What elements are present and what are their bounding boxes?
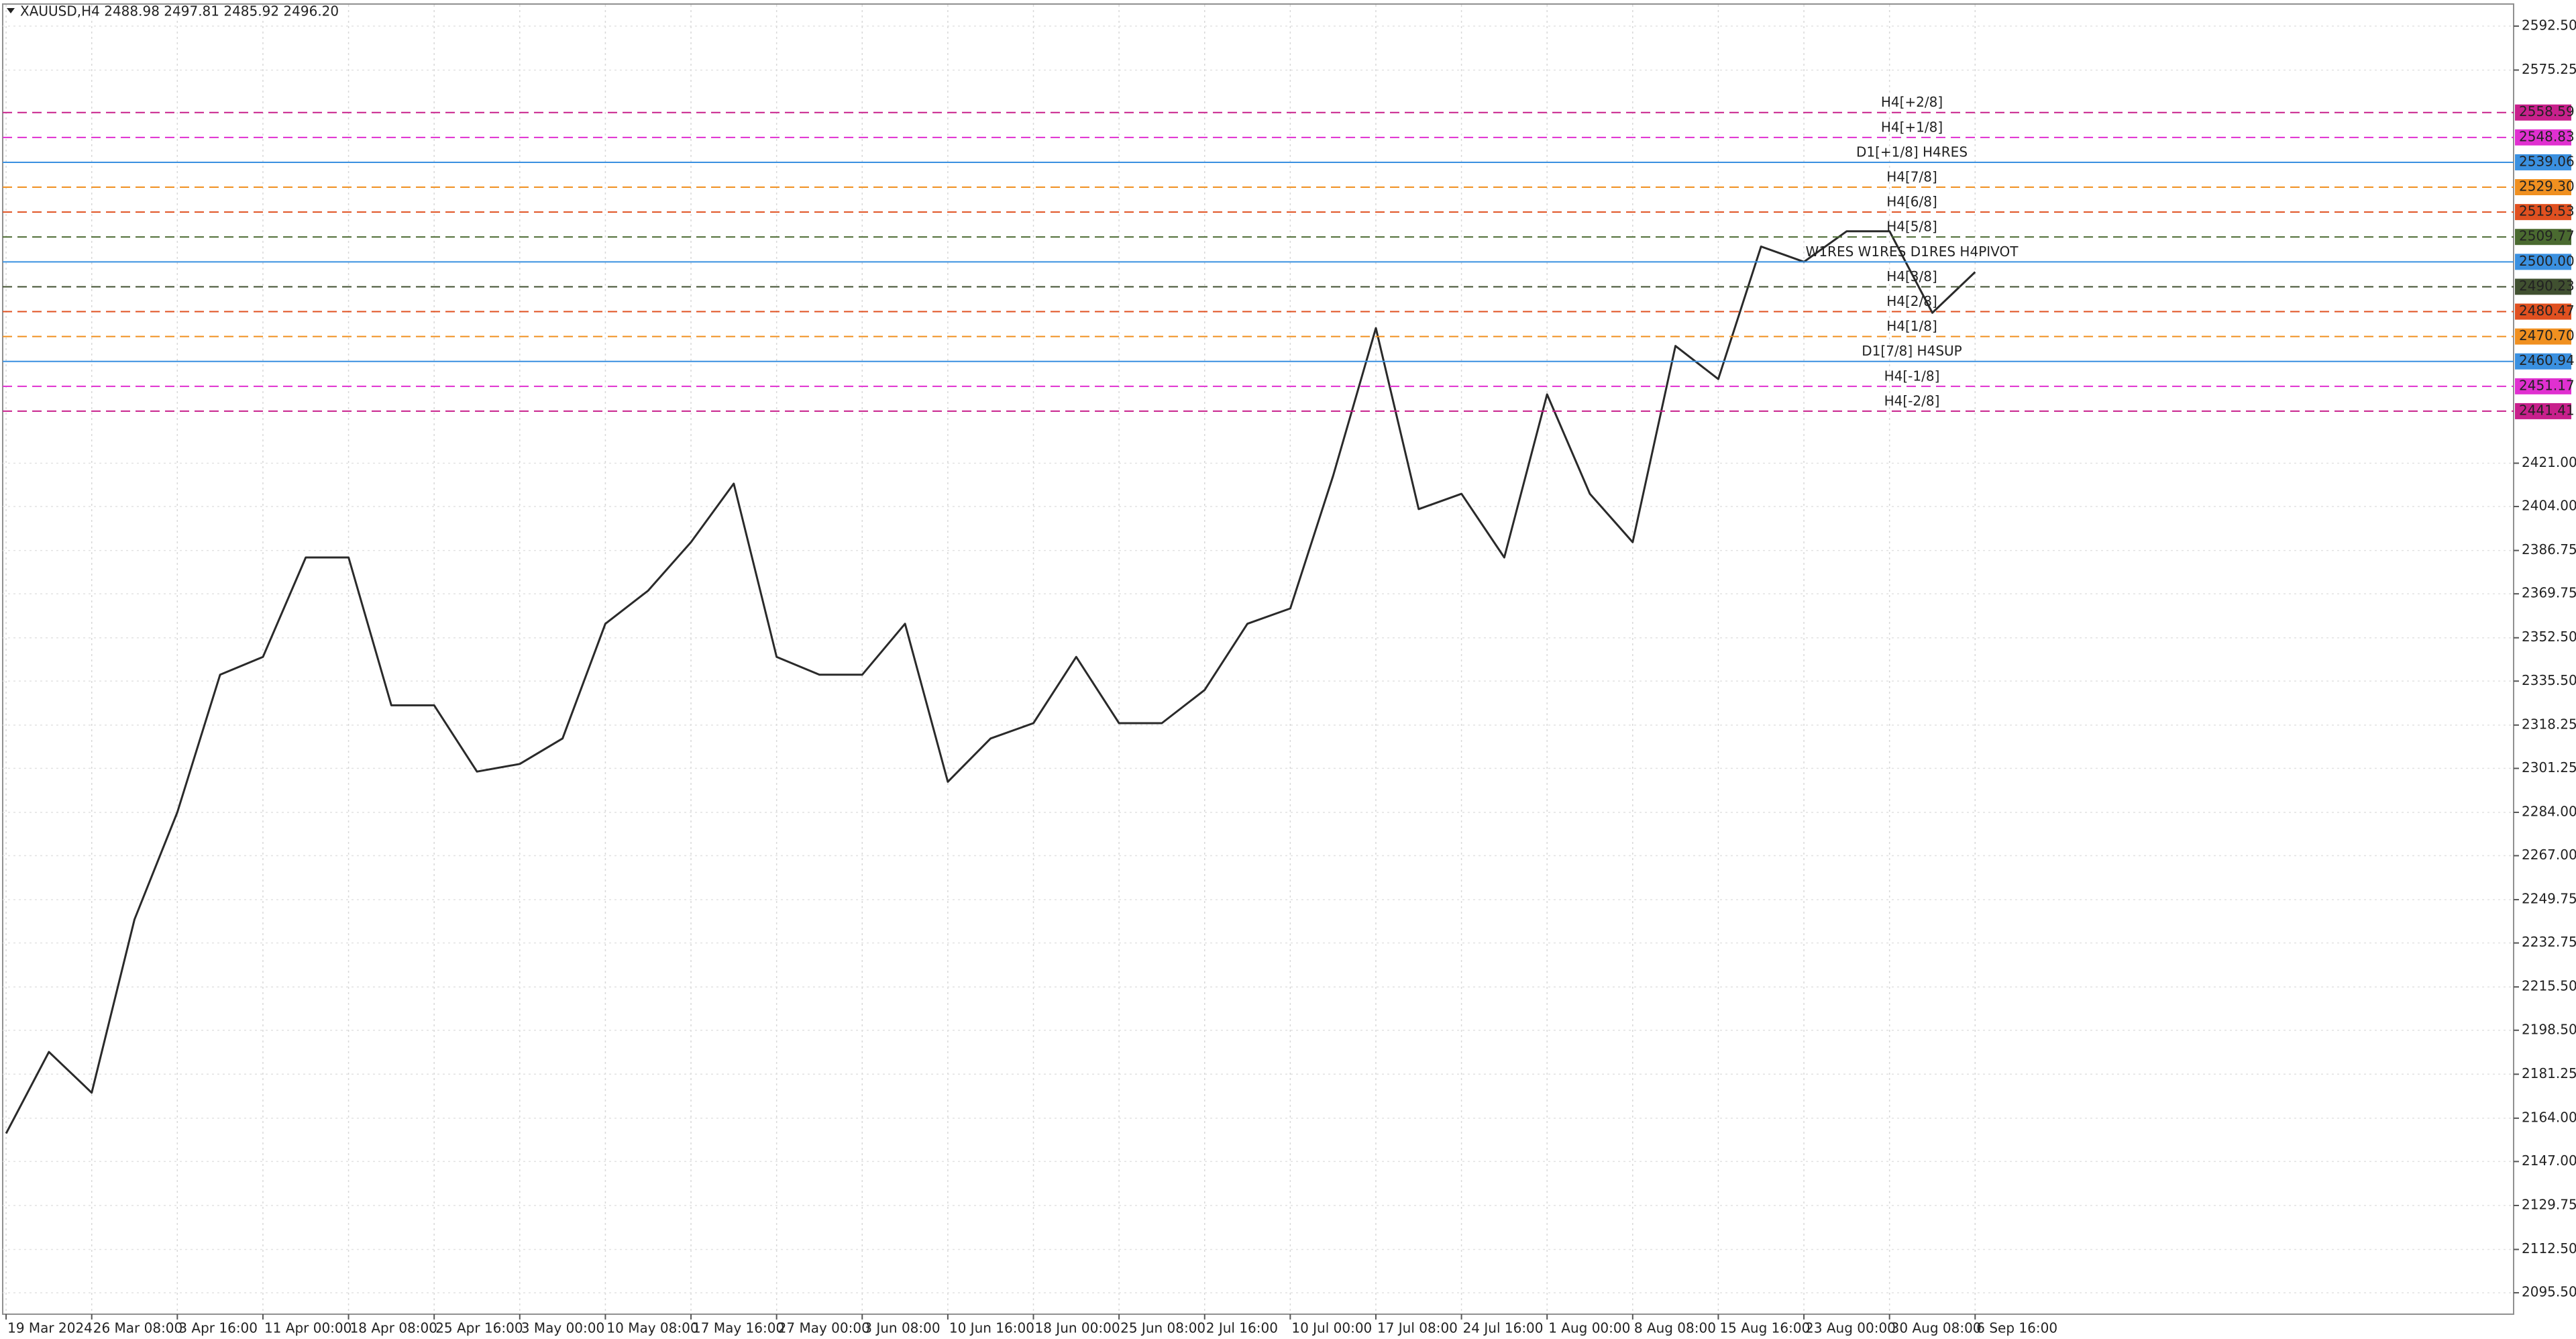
level-label: H4[1/8] [1886, 318, 1937, 334]
price-tag [2515, 229, 2571, 246]
y-tick-label: 2404.00 [2522, 498, 2576, 514]
price-tag-label: 2460.94 [2519, 352, 2575, 368]
menu-arrow[interactable] [7, 8, 15, 13]
y-tick-label: 2386.75 [2522, 541, 2576, 557]
y-tick-label: 2147.00 [2522, 1153, 2576, 1169]
price-tag-label: 2470.70 [2519, 327, 2575, 343]
price-tag [2515, 104, 2571, 121]
y-tick-label: 2335.50 [2522, 672, 2576, 688]
price-tag [2515, 303, 2571, 320]
y-tick-label: 2129.75 [2522, 1196, 2576, 1212]
level-label: H4[-1/8] [1884, 368, 1940, 384]
y-tick-label: 2112.50 [2522, 1240, 2576, 1256]
level-label: H4[-2/8] [1884, 392, 1940, 409]
x-tick-label: 3 May 00:00 [521, 1320, 604, 1336]
level-label: W1RES W1RES D1RES H4PIVOT [1806, 244, 2019, 260]
y-tick-label: 2369.75 [2522, 585, 2576, 601]
x-tick-label: 25 Apr 16:00 [435, 1320, 523, 1336]
x-tick-label: 3 Jun 08:00 [863, 1320, 940, 1336]
x-tick-label: 24 Jul 16:00 [1463, 1320, 1544, 1336]
price-tag [2515, 179, 2571, 196]
y-tick-label: 2318.25 [2522, 716, 2576, 732]
x-tick-label: 18 Jun 00:00 [1035, 1320, 1120, 1336]
price-tag-label: 2490.23 [2519, 278, 2575, 294]
y-tick-label: 2232.75 [2522, 934, 2576, 950]
x-tick-label: 18 Apr 08:00 [350, 1320, 437, 1336]
chart-title: XAUUSD,H4 2488.98 2497.81 2485.92 2496.2… [20, 3, 339, 19]
y-tick-label: 2181.25 [2522, 1065, 2576, 1081]
x-tick-label: 17 Jul 08:00 [1377, 1320, 1458, 1336]
x-tick-label: 2 Jul 16:00 [1206, 1320, 1278, 1336]
y-tick-label: 2421.00 [2522, 454, 2576, 470]
level-label: H4[6/8] [1886, 194, 1937, 210]
level-label: H4[+1/8] [1881, 119, 1943, 135]
price-tag [2515, 129, 2571, 146]
price-tag-label: 2529.30 [2519, 178, 2575, 195]
x-tick-label: 30 Aug 08:00 [1891, 1320, 1982, 1336]
x-tick-label: 11 Apr 00:00 [264, 1320, 352, 1336]
price-tag-label: 2451.17 [2519, 377, 2575, 393]
price-tag [2515, 154, 2571, 170]
x-tick-label: 27 May 00:00 [778, 1320, 870, 1336]
level-label: D1[+1/8] H4RES [1856, 144, 1968, 160]
y-tick-label: 2249.75 [2522, 891, 2576, 907]
y-tick-label: 2301.25 [2522, 759, 2576, 775]
x-tick-label: 1 Aug 00:00 [1548, 1320, 1630, 1336]
price-tag [2515, 378, 2571, 394]
price-tag [2515, 328, 2571, 345]
y-tick-label: 2592.50 [2522, 17, 2576, 33]
x-tick-label: 8 Aug 08:00 [1634, 1320, 1716, 1336]
level-label: D1[7/8] H4SUP [1862, 343, 1962, 359]
level-label: H4[3/8] [1886, 268, 1937, 284]
price-tag [2515, 403, 2571, 419]
price-tag-label: 2548.83 [2519, 128, 2575, 144]
x-tick-label: 26 Mar 08:00 [93, 1320, 183, 1336]
price-tag-label: 2441.41 [2519, 402, 2575, 418]
x-tick-label: 10 May 08:00 [606, 1320, 698, 1336]
price-tag-label: 2558.59 [2519, 103, 2575, 119]
y-tick-label: 2198.50 [2522, 1021, 2576, 1037]
plot-frame [2, 3, 2514, 1315]
x-tick-label: 10 Jul 00:00 [1291, 1320, 1372, 1336]
y-tick-label: 2215.50 [2522, 978, 2576, 994]
price-tag-label: 2509.77 [2519, 228, 2575, 244]
price-tag [2515, 353, 2571, 370]
level-label: H4[7/8] [1886, 169, 1937, 185]
x-tick-label: 10 Jun 16:00 [949, 1320, 1034, 1336]
price-tag-label: 2480.47 [2519, 303, 2575, 319]
price-tag-label: 2500.00 [2519, 253, 2575, 269]
x-tick-label: 23 Aug 00:00 [1805, 1320, 1896, 1336]
x-tick-label: 19 Mar 2024 [7, 1320, 93, 1336]
level-label: H4[5/8] [1886, 219, 1937, 235]
y-tick-label: 2352.50 [2522, 629, 2576, 645]
y-tick-label: 2164.00 [2522, 1109, 2576, 1125]
price-line [5, 230, 1976, 1134]
price-tag-label: 2519.53 [2519, 203, 2575, 219]
y-tick-label: 2267.00 [2522, 847, 2576, 863]
x-tick-label: 3 Apr 16:00 [178, 1320, 258, 1336]
price-tag-label: 2539.06 [2519, 153, 2575, 169]
x-tick-label: 15 Aug 16:00 [1719, 1320, 1810, 1336]
level-label: H4[2/8] [1886, 293, 1937, 309]
price-tag [2515, 278, 2571, 295]
y-tick-label: 2095.50 [2522, 1284, 2576, 1300]
level-label: H4[+2/8] [1881, 94, 1943, 110]
y-tick-label: 2284.00 [2522, 803, 2576, 819]
price-tag [2515, 204, 2571, 221]
x-tick-label: 6 Sep 16:00 [1976, 1320, 2057, 1336]
y-tick-label: 2575.25 [2522, 61, 2576, 77]
x-tick-label: 17 May 16:00 [692, 1320, 784, 1336]
x-tick-label: 25 Jun 08:00 [1120, 1320, 1205, 1336]
price-tag [2515, 254, 2571, 270]
